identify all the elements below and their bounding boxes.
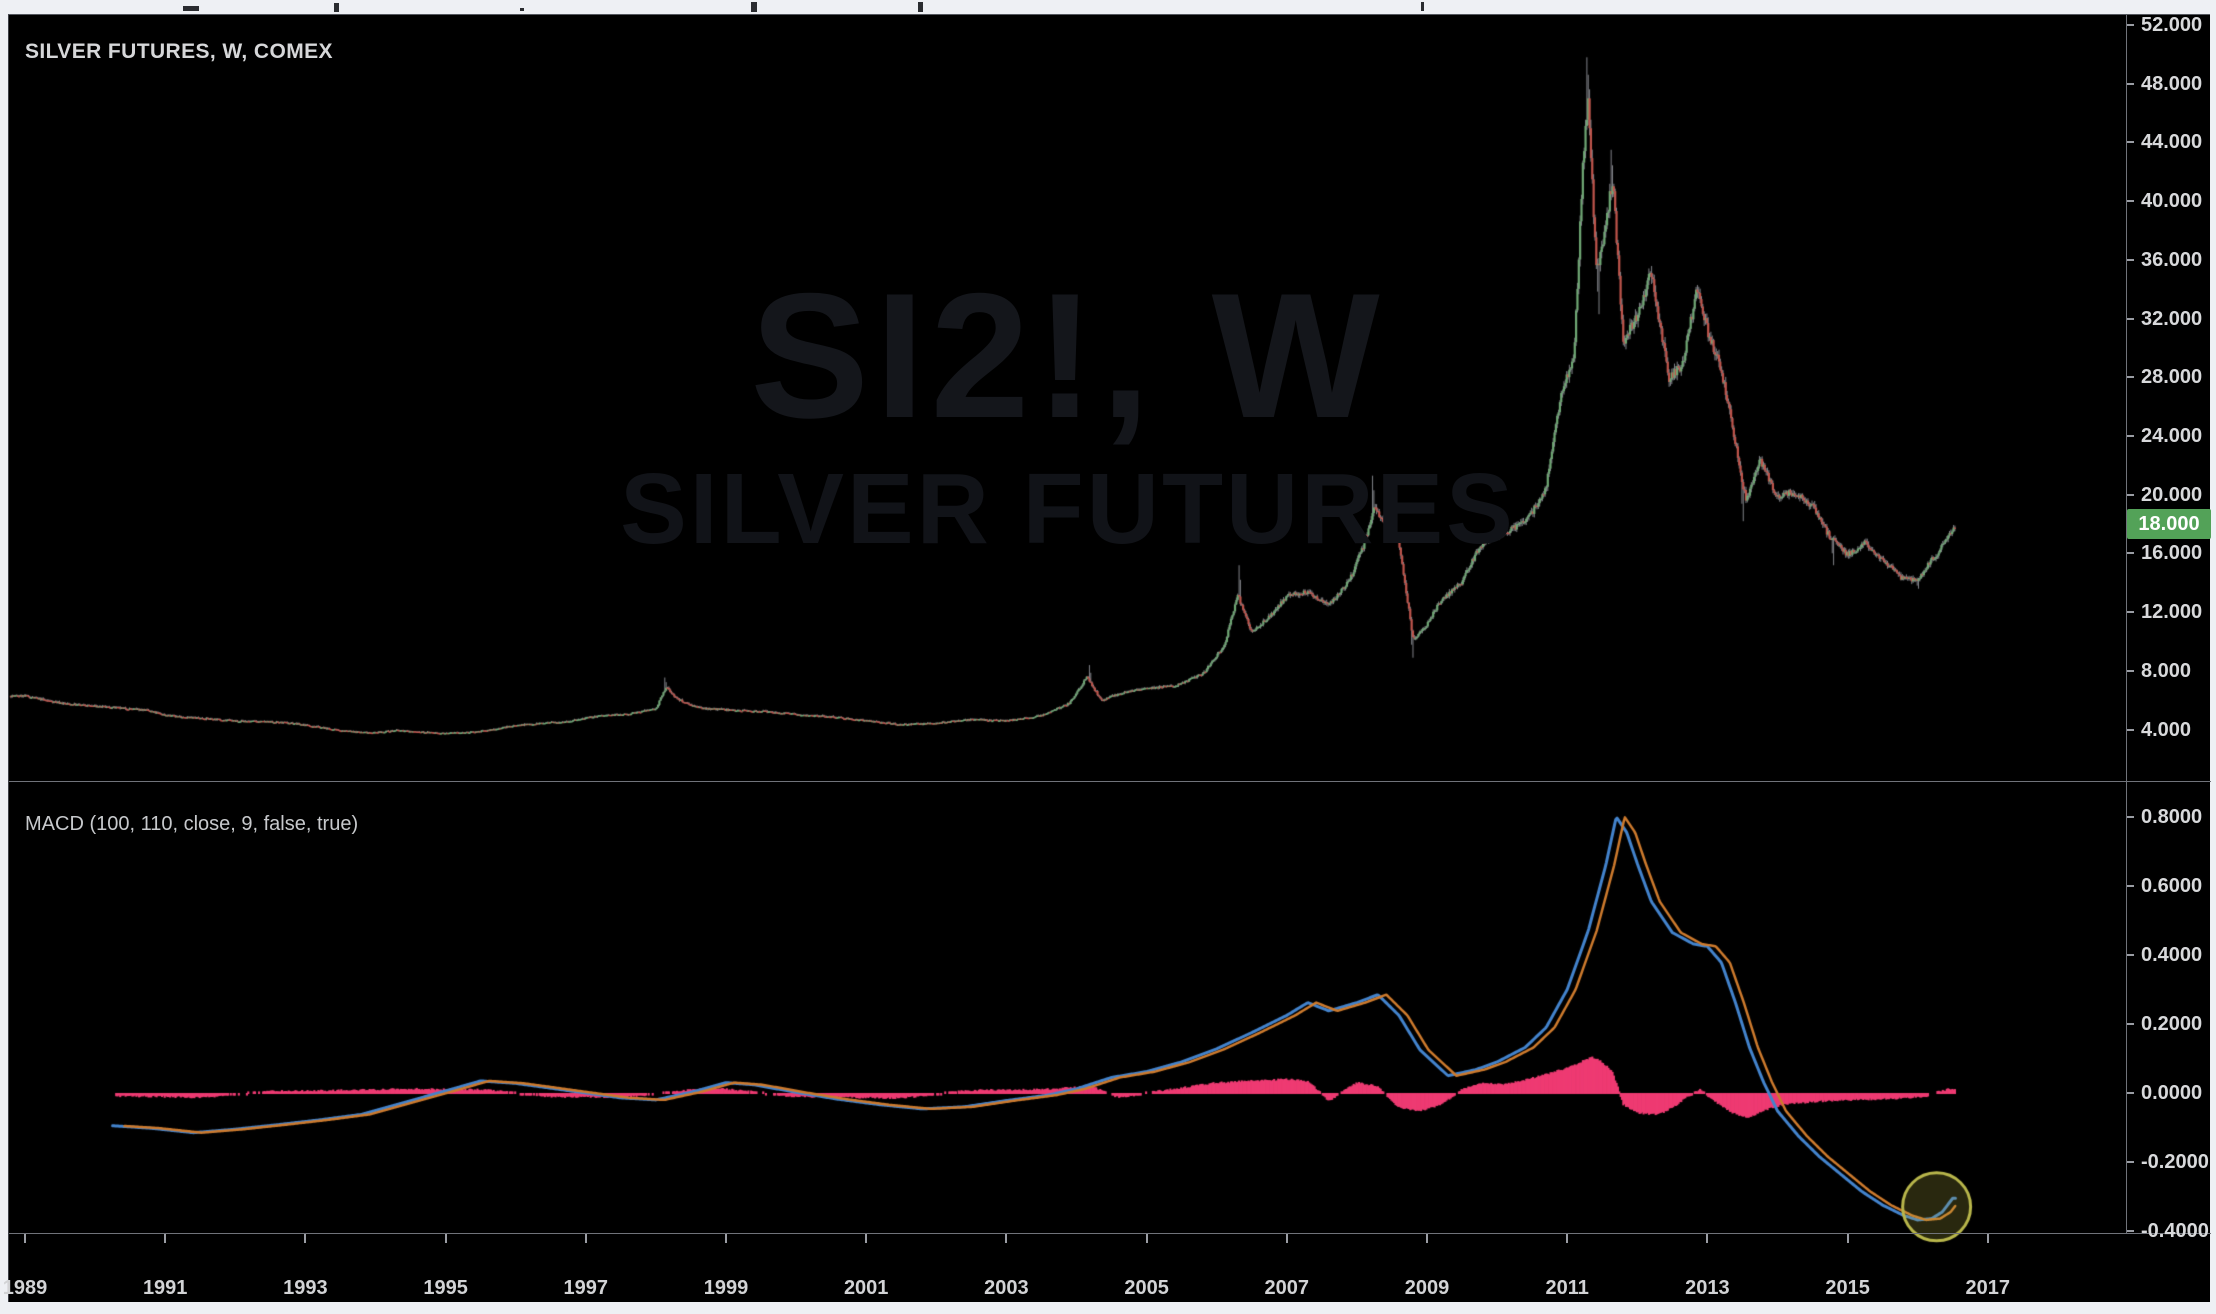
time-axis-label: 2001 bbox=[843, 1277, 889, 1299]
macd-axis-label: -0.2000 bbox=[2141, 1151, 2209, 1173]
price-axis-label: 4.000 bbox=[2141, 718, 2192, 741]
price-axis-label: 24.000 bbox=[2141, 425, 2203, 448]
axis-tick bbox=[2127, 1230, 2134, 1232]
axis-tick bbox=[2127, 611, 2134, 614]
time-axis-label: 1999 bbox=[703, 1277, 749, 1299]
axis-tick bbox=[2127, 141, 2134, 144]
axis-tick bbox=[2127, 669, 2134, 672]
axis-tick bbox=[1005, 1234, 1008, 1243]
clipped-text-fragment bbox=[918, 2, 923, 12]
axis-tick bbox=[2127, 82, 2134, 85]
axis-tick bbox=[2127, 552, 2134, 555]
clipped-text-fragment bbox=[334, 3, 339, 12]
axis-tick bbox=[1706, 1234, 1709, 1243]
clipped-text-fragment bbox=[520, 8, 524, 11]
indicator-legend-title: MACD (100, 110, close, 9, false, true) bbox=[25, 813, 359, 835]
axis-tick bbox=[2127, 258, 2134, 261]
clipped-text-fragment bbox=[751, 2, 757, 12]
axis-tick bbox=[2127, 317, 2134, 320]
time-axis-label: 2013 bbox=[1685, 1277, 1730, 1299]
price-axis-label: 48.000 bbox=[2141, 72, 2203, 95]
clipped-browser-strip bbox=[0, 0, 2216, 14]
axis-tick bbox=[2127, 493, 2134, 496]
chart-canvas[interactable] bbox=[9, 15, 2211, 1303]
axis-tick bbox=[584, 1234, 587, 1243]
axis-tick bbox=[1566, 1234, 1569, 1243]
price-axis-label: 32.000 bbox=[2141, 307, 2203, 330]
time-axis-label: 2015 bbox=[1825, 1277, 1870, 1299]
price-axis-label: 40.000 bbox=[2141, 190, 2203, 213]
price-axis-label: 12.000 bbox=[2141, 601, 2203, 624]
axis-tick bbox=[24, 1234, 26, 1243]
price-axis-label: 36.000 bbox=[2141, 248, 2203, 271]
axis-tick bbox=[2127, 885, 2134, 887]
axis-tick bbox=[1426, 1234, 1428, 1243]
axis-tick bbox=[1145, 1234, 1148, 1243]
time-axis-label: 2009 bbox=[1404, 1277, 1450, 1299]
time-axis-pane[interactable] bbox=[9, 1234, 2211, 1303]
time-axis-label: 1991 bbox=[142, 1277, 188, 1299]
axis-tick bbox=[2127, 1092, 2134, 1094]
price-axis-label: 28.000 bbox=[2141, 366, 2203, 389]
price-axis-label: 8.000 bbox=[2141, 659, 2192, 682]
clipped-text-fragment bbox=[183, 6, 199, 11]
axis-tick bbox=[2127, 816, 2134, 818]
price-axis-label: 20.000 bbox=[2141, 483, 2203, 506]
axis-tick bbox=[2127, 954, 2134, 956]
macd-axis-label: 0.4000 bbox=[2141, 944, 2203, 966]
macd-axis-label: 0.0000 bbox=[2141, 1082, 2203, 1104]
axis-tick bbox=[1846, 1234, 1849, 1243]
axis-tick bbox=[2127, 376, 2134, 379]
axis-tick bbox=[1986, 1234, 1989, 1243]
price-axis-separator bbox=[2126, 15, 2127, 1234]
price-axis-label: 16.000 bbox=[2141, 542, 2203, 565]
macd-axis-label: 0.8000 bbox=[2141, 806, 2203, 828]
price-axis-label: 52.000 bbox=[2141, 14, 2203, 36]
pane-separator[interactable] bbox=[9, 781, 2211, 782]
axis-tick bbox=[2127, 1161, 2134, 1163]
clipped-text-fragment bbox=[1421, 2, 1424, 11]
time-axis-label: 2005 bbox=[1124, 1277, 1169, 1299]
time-axis-label: 1989 bbox=[2, 1277, 48, 1299]
trading-chart: SI2!, W SILVER FUTURES SILVER FUTURES, W… bbox=[3, 14, 2211, 1303]
macd-axis-label: 0.2000 bbox=[2141, 1013, 2203, 1035]
macd-axis-label: 0.6000 bbox=[2141, 875, 2203, 897]
chart-legend-title: SILVER FUTURES, W, COMEX bbox=[25, 40, 333, 63]
axis-tick bbox=[2127, 1023, 2134, 1025]
axis-tick bbox=[444, 1234, 447, 1243]
axis-tick bbox=[164, 1234, 167, 1243]
axis-tick bbox=[2127, 728, 2134, 731]
time-axis-label: 2003 bbox=[984, 1277, 1029, 1299]
axis-tick bbox=[1285, 1234, 1288, 1243]
axis-tick bbox=[2127, 200, 2134, 203]
axis-tick bbox=[304, 1234, 307, 1243]
time-axis-label: 1993 bbox=[283, 1277, 328, 1299]
axis-tick bbox=[865, 1234, 868, 1243]
time-axis-label: 2017 bbox=[1965, 1277, 2011, 1299]
macd-axis-label: -0.4000 bbox=[2141, 1220, 2209, 1242]
time-axis-label: 2007 bbox=[1264, 1277, 1310, 1299]
last-price-badge: 18.000 bbox=[2127, 509, 2211, 540]
price-axis-label: 44.000 bbox=[2141, 131, 2203, 154]
time-axis-label: 1995 bbox=[423, 1277, 468, 1299]
axis-tick bbox=[2127, 435, 2134, 438]
axis-tick bbox=[2127, 24, 2134, 26]
time-axis-separator bbox=[9, 1233, 2211, 1234]
time-axis-label: 1997 bbox=[563, 1277, 609, 1299]
time-axis-label: 2011 bbox=[1545, 1277, 1589, 1299]
axis-tick bbox=[725, 1234, 727, 1243]
